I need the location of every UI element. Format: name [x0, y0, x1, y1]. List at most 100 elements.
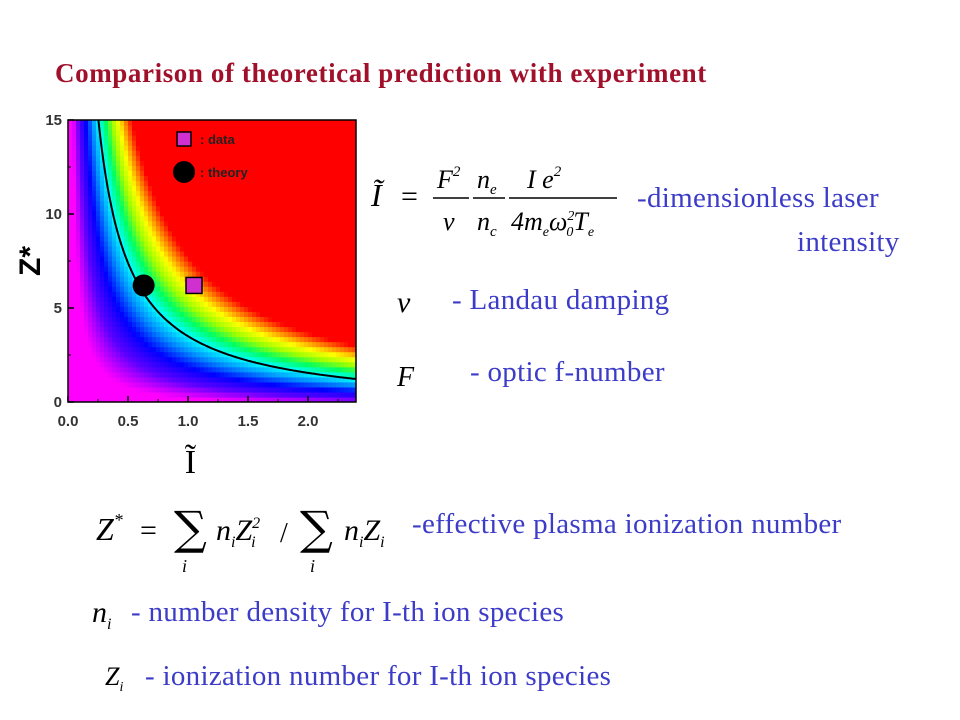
heatmap-cell [124, 341, 129, 348]
heatmap-cell [152, 245, 157, 252]
heatmap-cell [292, 230, 297, 237]
heatmap-cell [140, 150, 145, 156]
heatmap-cell [80, 296, 85, 302]
heatmap-cell [352, 170, 356, 176]
heatmap-cell [140, 175, 145, 182]
heatmap-cell [224, 391, 229, 398]
heatmap-cell [340, 225, 345, 232]
heatmap-cell [204, 261, 209, 267]
heatmap-cell [208, 250, 213, 257]
heatmap-cell [88, 261, 93, 267]
heatmap-cell [76, 366, 81, 373]
heatmap-cell [264, 130, 269, 136]
heatmap-cell [252, 145, 257, 151]
heatmap-cell [320, 200, 325, 207]
heatmap-cell [328, 311, 333, 317]
heatmap-cell [260, 250, 265, 257]
heatmap-cell [264, 351, 269, 358]
heatmap-cell [344, 225, 349, 232]
heatmap-cell [160, 175, 165, 182]
heatmap-cell [332, 165, 337, 171]
heatmap-cell [220, 276, 225, 282]
heatmap-cell [152, 351, 157, 358]
heatmap-cell [100, 346, 105, 353]
heatmap-cell [192, 255, 197, 262]
heatmap-cell [224, 120, 229, 126]
heatmap-cell [100, 220, 105, 227]
heatmap-cell [168, 311, 173, 317]
heatmap-cell [68, 145, 73, 151]
heatmap-cell [332, 180, 337, 187]
heatmap-cell [324, 225, 329, 232]
heatmap-cell [348, 125, 353, 131]
heatmap-cell [196, 230, 201, 237]
heatmap-cell [240, 135, 245, 141]
heatmap-cell [308, 120, 313, 126]
heatmap-cell [96, 165, 101, 171]
heatmap-cell [300, 200, 305, 207]
heatmap-cell [320, 296, 325, 302]
heatmap-cell [96, 326, 101, 333]
heatmap-cell [328, 170, 333, 176]
heatmap-cell [252, 140, 257, 146]
heatmap-cell [84, 331, 89, 338]
heatmap-cell [236, 170, 241, 176]
heatmap-cell [144, 261, 149, 267]
heatmap-cell [100, 140, 105, 146]
heatmap-cell [192, 200, 197, 207]
heatmap-cell [288, 326, 293, 333]
heatmap-cell [248, 165, 253, 171]
heatmap-cell [172, 140, 177, 146]
heatmap-cell [300, 331, 305, 338]
heatmap-cell [276, 276, 281, 282]
heatmap-cell [312, 271, 317, 277]
heatmap-cell [196, 341, 201, 348]
heatmap-cell [232, 361, 237, 368]
heatmap-cell [228, 381, 233, 388]
heatmap-cell [184, 356, 189, 363]
heatmap-cell [252, 135, 257, 141]
heatmap-cell [180, 296, 185, 302]
heatmap-cell [80, 326, 85, 333]
heatmap-cell [344, 396, 349, 402]
heatmap-cell [84, 351, 89, 358]
heatmap-cell [116, 145, 121, 151]
heatmap-cell [176, 306, 181, 312]
heatmap-cell [136, 155, 141, 161]
heatmap-cell [236, 296, 241, 302]
heatmap-cell [272, 195, 277, 202]
heatmap-cell [164, 286, 169, 292]
heatmap-cell [308, 261, 313, 267]
heatmap-cell [72, 245, 77, 252]
heatmap-cell [276, 135, 281, 141]
heatmap-cell [212, 376, 217, 383]
heatmap-cell [256, 140, 261, 146]
heatmap-cell [340, 210, 345, 217]
heatmap-cell [344, 291, 349, 297]
heatmap-cell [164, 150, 169, 156]
heatmap-cell [220, 190, 225, 197]
heatmap-cell [240, 361, 245, 368]
heatmap-cell [164, 271, 169, 277]
heatmap-cell [68, 341, 73, 348]
ni-symbol-base: n [92, 596, 107, 629]
heatmap-cell [156, 376, 161, 383]
heatmap-cell [272, 165, 277, 171]
heatmap-cell [312, 135, 317, 141]
heatmap-cell [104, 301, 109, 307]
heatmap-cell [100, 180, 105, 187]
heatmap-cell [236, 316, 241, 323]
heatmap-cell [256, 351, 261, 358]
heatmap-cell [348, 276, 353, 282]
heatmap-cell [72, 296, 77, 302]
heatmap-cell [168, 205, 173, 212]
heatmap-cell [120, 150, 125, 156]
heatmap-cell [236, 261, 241, 267]
heatmap-cell [232, 175, 237, 182]
heatmap-cell [228, 331, 233, 338]
heatmap-cell [80, 376, 85, 383]
heatmap-cell [200, 135, 205, 141]
heatmap-cell [292, 341, 297, 348]
heatmap-cell [84, 366, 89, 373]
heatmap-cell [172, 351, 177, 358]
